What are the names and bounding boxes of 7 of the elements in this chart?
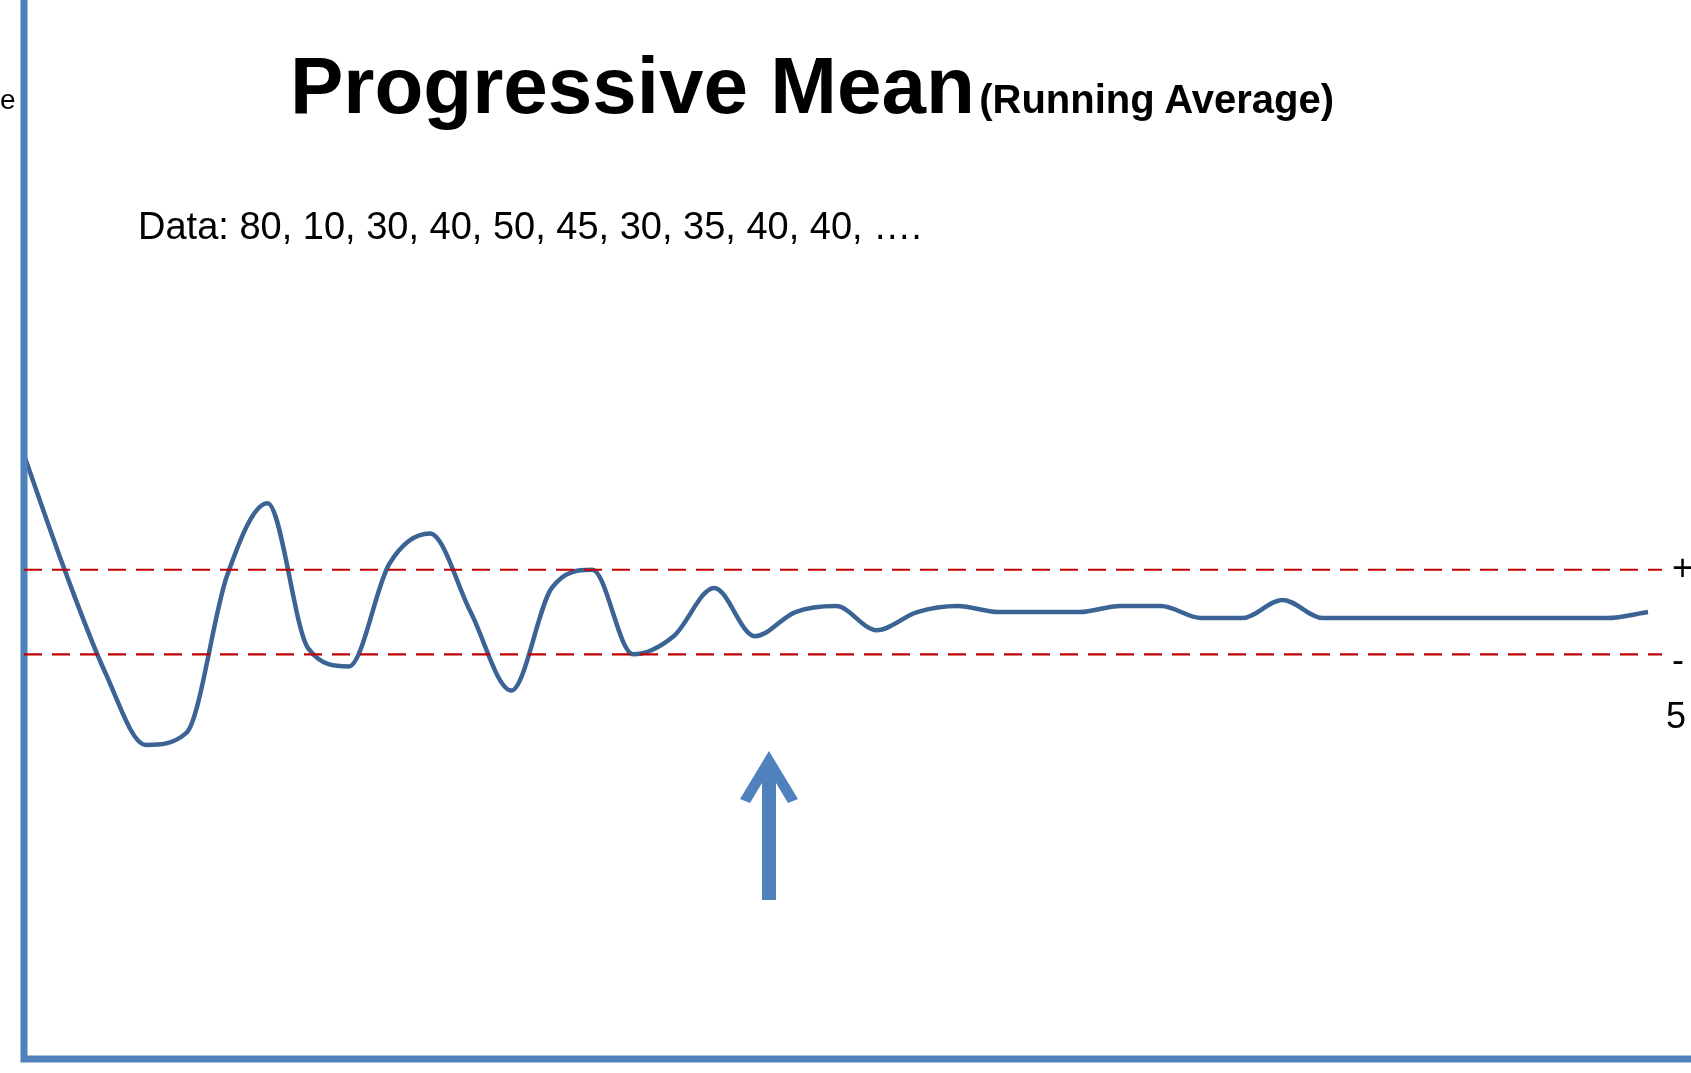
chart-title: Progressive Mean <box>290 41 975 130</box>
text: Data: 80, 10, 30, 40, 50, 45, 30, 35, 40, 40, …. <box>138 205 922 248</box>
chart-subtitle: (Running Average) <box>979 77 1335 121</box>
text: e <box>0 84 16 116</box>
ref-line-label: + <box>1672 546 1691 588</box>
text: 5 <box>1666 695 1687 737</box>
ref-line-label: - <box>1672 639 1684 681</box>
